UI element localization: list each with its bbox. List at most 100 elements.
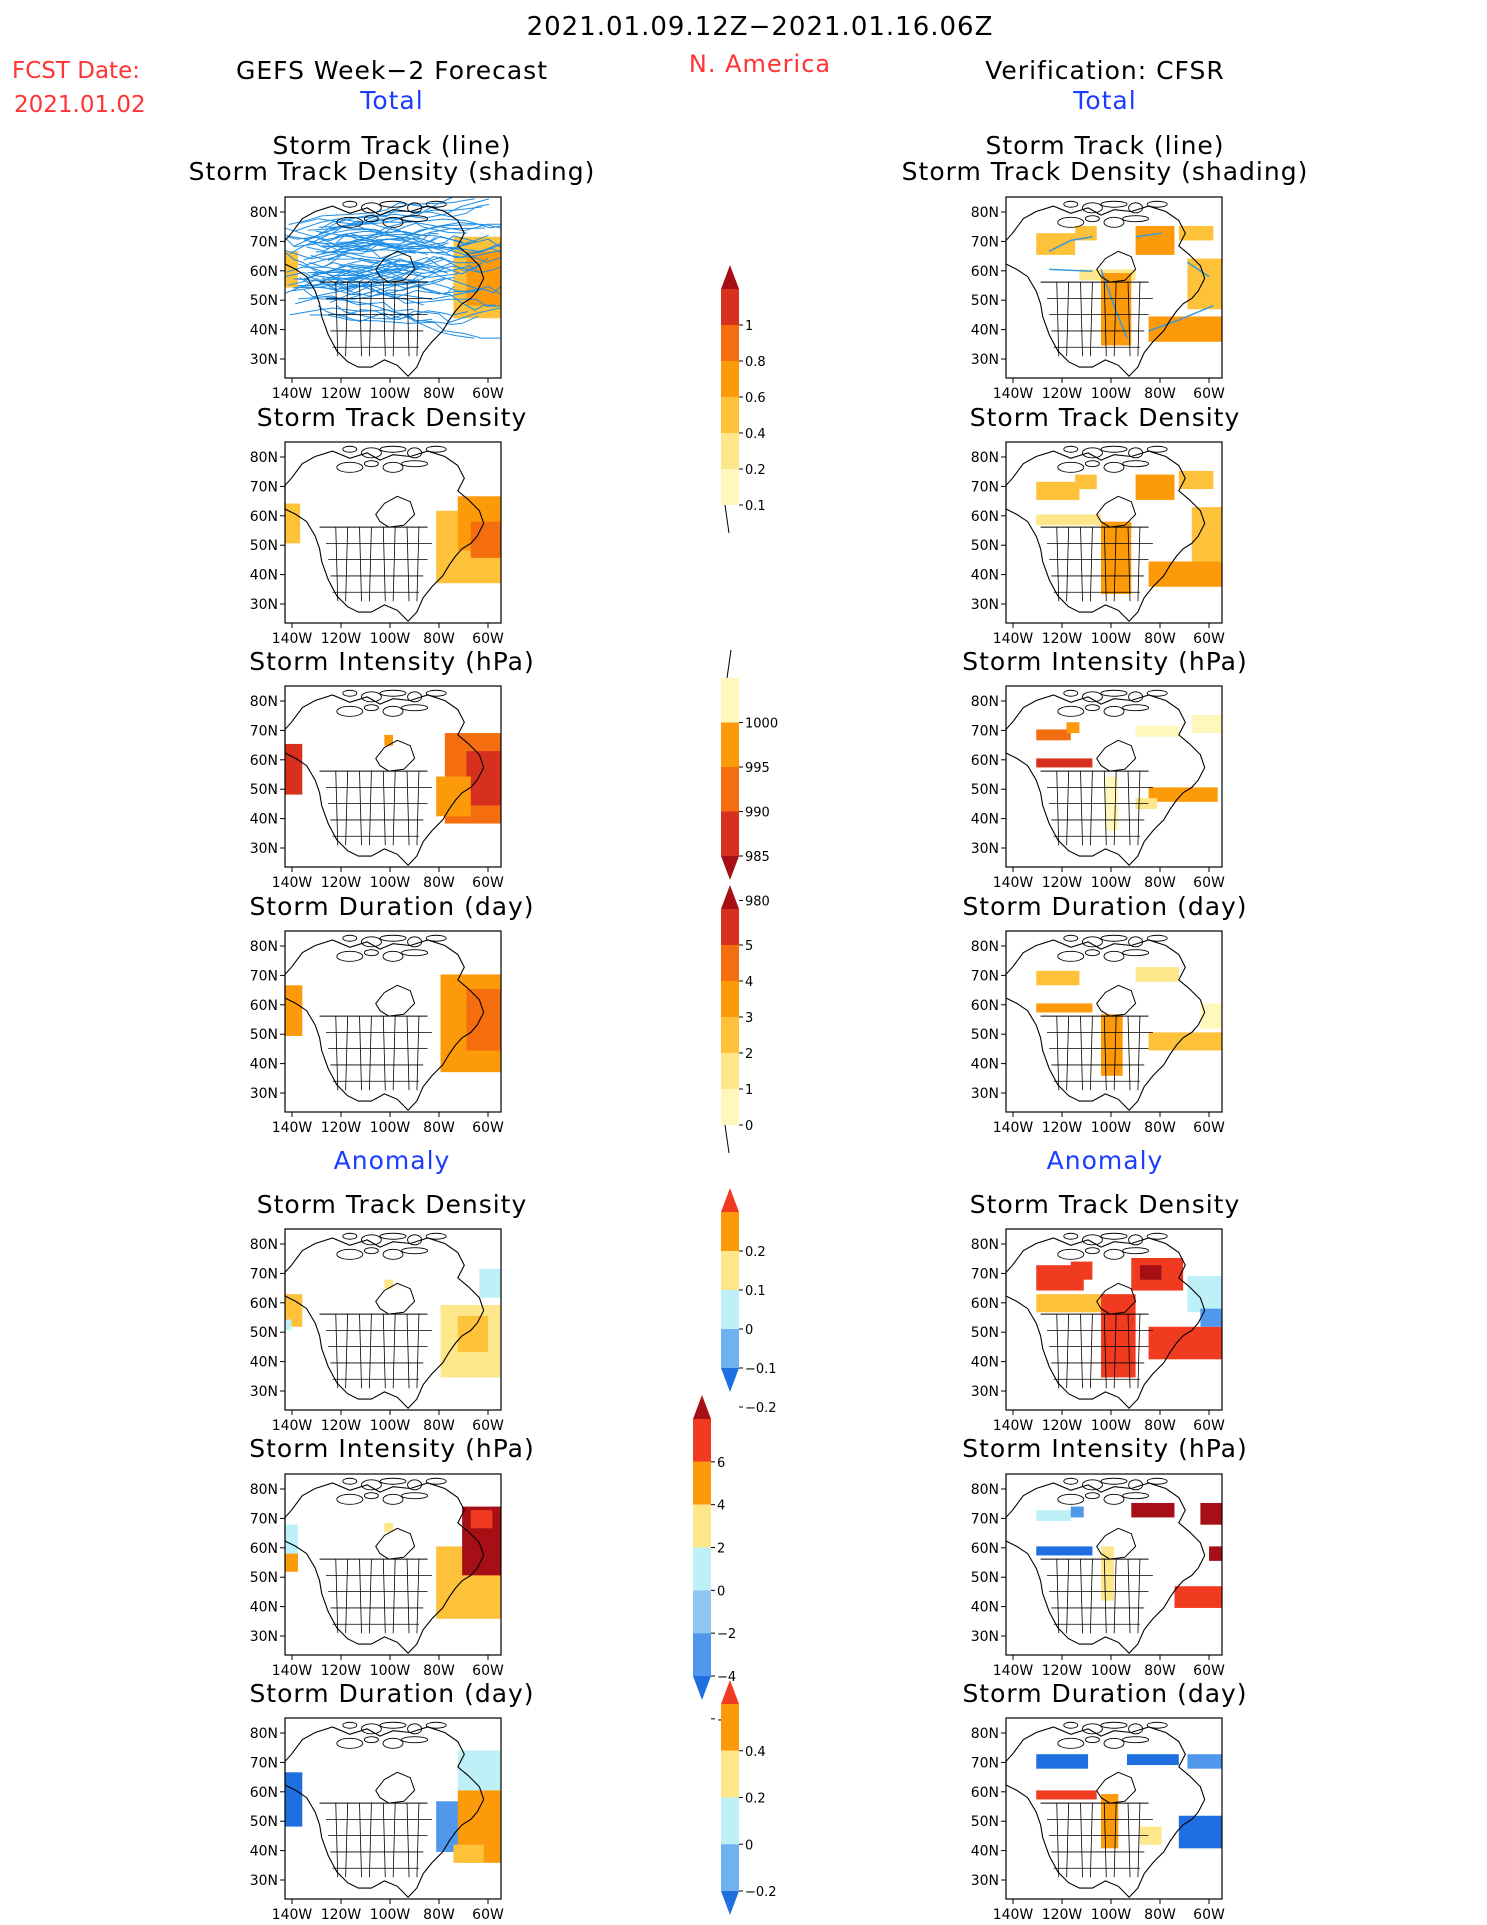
arctic-island [363,1736,379,1744]
state-line [345,282,349,357]
left-track-line-title: Storm Track (line) [272,131,512,160]
arctic-island [336,950,364,962]
map-frame [1005,196,1223,379]
state-line [345,1314,349,1389]
storm-track-line [1186,261,1210,278]
lon-label: 80W [1144,1907,1176,1923]
state-line [335,1314,339,1389]
shading-cell [285,1772,303,1827]
colorbar-stem [724,1124,730,1154]
lon-label: 80W [423,1663,455,1679]
lat-label: 70N [250,1266,278,1282]
state-line [1127,1803,1131,1878]
arctic-island [425,934,447,942]
colorbar-label: 0.2 [745,1245,766,1260]
hudson-bay [1096,739,1137,772]
forecast-date-value: 2021.01.02 [14,92,146,118]
shading-cell [1131,1502,1175,1518]
lon-label: 80W [1144,1418,1176,1434]
lat-label: 40N [971,1844,999,1860]
lon-label: 60W [1193,1907,1225,1923]
lon-label: 80W [1144,875,1176,891]
state-line [1066,527,1070,602]
colorbar-swatch [693,1590,711,1634]
arctic-island [1081,1723,1103,1735]
lon-label: 80W [1144,386,1176,402]
lon-label: 100W [370,1120,411,1136]
lon-label: 60W [1193,1120,1225,1136]
colorbar-swatch [721,1212,739,1251]
lon-label: 140W [993,1663,1034,1679]
lat-label: 70N [971,723,999,739]
state-line [359,1314,362,1389]
shading-cell [1178,470,1214,490]
lon-label: 140W [272,386,313,402]
colorbar-label: −0.2 [745,1885,777,1900]
arctic-island [1057,1493,1085,1505]
lat-label: 60N [971,509,999,525]
state-line [416,1314,420,1389]
state-line [359,1559,362,1634]
lon-label: 140W [272,631,313,647]
map-frame [284,685,502,868]
colorbar-density-total: 1 0.8 0.6 0.4 0.2 0.1 [721,265,766,534]
map-panel-r0: 80N 70N 60N 50N 40N 30N 140W 120W 100W 80W 60W [971,196,1225,402]
arctic-island [342,200,358,208]
arctic-island [1122,1247,1150,1255]
lon-label: 80W [1144,1663,1176,1679]
lat-label: 40N [971,1355,999,1371]
lon-label: 120W [1042,1120,1083,1136]
shading-cell [1135,725,1179,737]
arctic-island [363,1492,379,1500]
state-line [1056,1314,1060,1389]
arctic-island [382,1493,404,1505]
storm-track-line [303,269,396,298]
state-line [1103,527,1107,602]
left-duration-title: Storm Duration (day) [249,892,535,921]
arctic-island [1103,1248,1125,1260]
lat-label: 40N [250,1057,278,1073]
state-line [1080,771,1083,846]
lat-label: 50N [250,782,278,798]
left-anomaly-section-label: Anomaly [333,1146,451,1175]
lat-label: 80N [971,939,999,955]
arctic-island [1084,1736,1100,1744]
state-line [416,1559,420,1634]
lon-label: 80W [1144,1120,1176,1136]
storm-track-line [1135,232,1162,238]
lat-label: 50N [971,1027,999,1043]
shading-cell [1200,1003,1222,1029]
lat-label: 70N [250,1755,278,1771]
shading-cell [285,985,303,1036]
colorbar-label: 985 [745,850,770,865]
storm-track-line [285,252,455,296]
lat-label: 70N [250,723,278,739]
colorbar-duration-total: 5 4 3 2 1 0 [721,885,753,1154]
lat-label: 30N [971,841,999,857]
storm-track-line [332,289,496,311]
right-track-shading-title: Storm Track Density (shading) [901,157,1309,186]
colorbar-label: 4 [745,975,753,990]
colorbar-swatch [721,1053,739,1089]
lat-label: 30N [971,1086,999,1102]
lat-label: 50N [971,1570,999,1586]
colorbar-label: 980 [745,895,770,910]
state-line [382,1559,386,1634]
arctic-island [1081,202,1103,214]
lon-label: 100W [370,1418,411,1434]
colorbar-label: −0.2 [745,1401,777,1416]
arctic-island [360,1723,382,1735]
storm-track-line [315,238,502,260]
colorbar-swatch [721,767,739,812]
lon-label: 100W [370,875,411,891]
colorbar-swatch [693,1504,711,1548]
map-panel-r6: 80N 70N 60N 50N 40N 30N 140W 120W 100W 80W 60W [971,1717,1225,1923]
shading-cell [1148,1032,1222,1051]
right-anom-duration-title: Storm Duration (day) [962,1679,1248,1708]
arctic-island [382,705,404,717]
shading-cell [1148,787,1218,802]
lat-label: 30N [971,597,999,613]
shading-cell [1135,225,1175,255]
